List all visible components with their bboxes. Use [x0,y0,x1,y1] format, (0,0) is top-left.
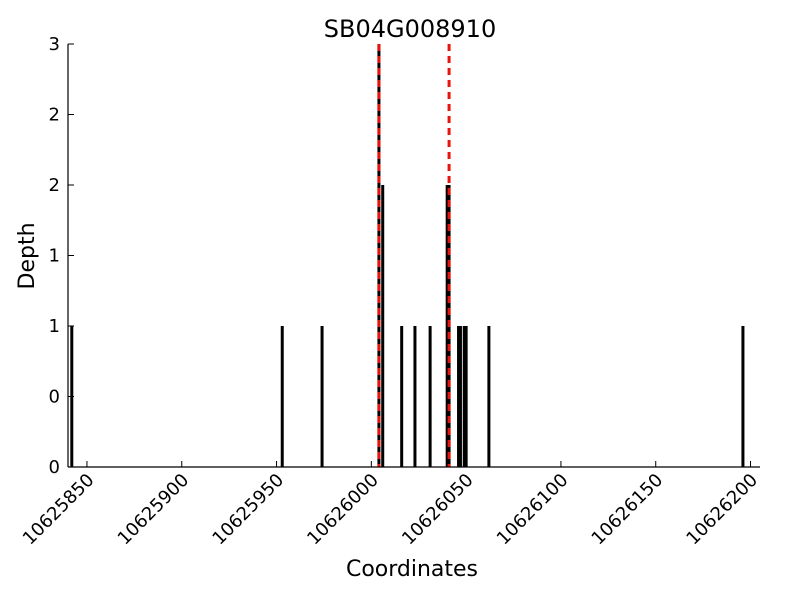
bar [413,326,417,467]
x-axis-label: Coordinates [346,557,478,582]
x-tick-label: 10626050 [398,470,478,550]
bar [487,326,491,467]
y-tick-label: 1 [49,316,60,337]
x-tick-label: 10626150 [588,470,668,550]
x-tick-label: 10626200 [682,470,762,550]
bar [280,326,284,467]
bar [445,185,449,467]
y-tick-label: 1 [49,246,60,267]
bar [462,326,466,467]
bar [400,326,404,467]
y-tick-label: 0 [49,387,60,408]
y-axis-label: Depth [15,222,40,289]
bar [458,326,462,467]
bar [464,326,468,467]
x-tick-label: 10625850 [19,470,99,550]
bar [377,44,381,467]
y-tick-label: 2 [49,175,60,196]
markers-layer [377,44,451,467]
y-ticks: 0 0 1 1 2 2 3 [49,34,74,478]
bar [457,326,461,467]
bars-layer [70,44,745,467]
y-tick-label: 0 [49,457,60,478]
bar [381,185,385,467]
y-tick-label: 2 [49,105,60,126]
x-tick-label: 10625900 [114,470,194,550]
bar [320,326,324,467]
x-ticks: 10625850 10625900 10625950 10626000 10626050… [19,461,762,549]
x-tick-label: 10626100 [493,470,573,550]
x-tick-label: 10626000 [303,470,383,550]
y-tick-label: 3 [49,34,60,55]
bar [428,326,432,467]
bar [741,326,745,467]
x-tick-label: 10625950 [208,470,288,550]
chart-title: SB04G008910 [324,15,496,43]
